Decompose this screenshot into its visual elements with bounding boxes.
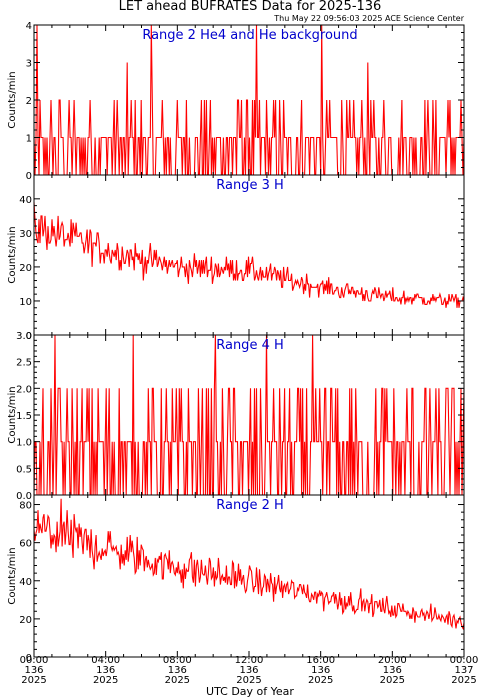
y-axis-label: Counts/min: [7, 226, 18, 283]
x-axis-label: UTC Day of Year: [206, 685, 294, 698]
y-axis-label: Counts/min: [7, 547, 18, 604]
panel-3: 0.0 0.5 1.0 1.5 2.0 2.5 3.0 Counts/min Range 4 H: [7, 331, 465, 502]
x-tick-label-year: 2025: [236, 675, 261, 686]
y-tick-label: 40: [19, 195, 32, 206]
panel-frame-4: [33, 494, 465, 658]
x-tick-label-doy: 137: [454, 665, 473, 676]
x-tick-label-doy: 136: [239, 665, 258, 676]
panel-frame-2: [33, 174, 465, 336]
x-tick-label-doy: 136: [168, 665, 187, 676]
x-tick-label-year: 2025: [308, 675, 333, 686]
y-tick-label: 0.5: [16, 464, 32, 475]
x-tick-label-time: 16:00: [306, 655, 335, 666]
y-tick-label: 3.0: [16, 331, 32, 342]
y-tick-label: 2.0: [16, 384, 32, 395]
x-tick-label-doy: 136: [96, 665, 115, 676]
x-tick-label-year: 2025: [21, 675, 46, 686]
y-tick-label: 10: [19, 297, 32, 308]
y-tick-label: 40: [19, 577, 32, 588]
series-line-1: [33, 24, 465, 176]
y-tick-label: 0: [26, 653, 32, 664]
y-tick-label: 2: [26, 96, 32, 107]
x-tick-label-time: 12:00: [235, 655, 264, 666]
y-tick-label: 60: [19, 539, 32, 550]
panels: 0 1 2 3 4 Counts/min Range 2 He4 and He backgr…: [7, 21, 465, 664]
y-tick-label: 20: [19, 615, 32, 626]
y-tick-label: 0.0: [16, 491, 32, 502]
y-tick-label: 0: [26, 331, 32, 342]
y-tick-label: 1.5: [16, 411, 32, 422]
x-tick-label-doy: 136: [24, 665, 43, 676]
panel-1: 0 1 2 3 4 Counts/min Range 2 He4 and He backgr…: [7, 21, 465, 182]
y-tick-label: 1: [26, 134, 32, 145]
panel-2: 0 10 20 30 40 Counts/min Range 3 H: [7, 174, 465, 342]
y-tick-label: 2.5: [16, 358, 32, 369]
x-tick-label-year: 2025: [451, 675, 476, 686]
x-tick-label-time: 00:00: [450, 655, 479, 666]
panel-4: 0 20 40 60 80 Counts/min Range 2 H: [7, 494, 465, 664]
chart-title: LET ahead BUFRATES Data for 2025-136: [119, 0, 382, 14]
y-axis-label: Counts/min: [7, 386, 18, 443]
panel-label: Range 3 H: [216, 178, 284, 193]
y-tick-label: 3: [26, 59, 32, 70]
y-tick-label: 4: [26, 21, 32, 32]
y-tick-label: 20: [19, 263, 32, 274]
x-tick-label-doy: 136: [383, 665, 402, 676]
x-tick-label-year: 2025: [165, 675, 190, 686]
panel-label: Range 2 H: [216, 498, 284, 513]
y-tick-label: 1.0: [16, 438, 32, 449]
y-tick-label: 30: [19, 229, 32, 240]
y-axis-label: Counts/min: [7, 71, 18, 128]
series-line-2: [33, 202, 465, 308]
x-tick-label-time: 04:00: [91, 655, 120, 666]
series-line-3: [33, 334, 465, 496]
panel-label: Range 2 He4 and He background: [142, 28, 357, 43]
x-tick-label-time: 00:00: [20, 655, 49, 666]
x-tick-label-time: 20:00: [378, 655, 407, 666]
x-tick-label-year: 2025: [93, 675, 118, 686]
y-tick-label: 80: [19, 501, 32, 512]
timestamp: Thu May 22 09:56:03 2025 ACE Science Cen…: [273, 14, 464, 23]
x-axis: 00:00136202504:00136202508:00136202512:0…: [20, 655, 479, 686]
x-tick-label-year: 2025: [380, 675, 405, 686]
panel-label: Range 4 H: [216, 338, 284, 353]
x-tick-label-doy: 136: [311, 665, 330, 676]
y-tick-label: 0: [26, 171, 32, 182]
series-line-4: [33, 498, 465, 631]
x-tick-label-time: 08:00: [163, 655, 192, 666]
